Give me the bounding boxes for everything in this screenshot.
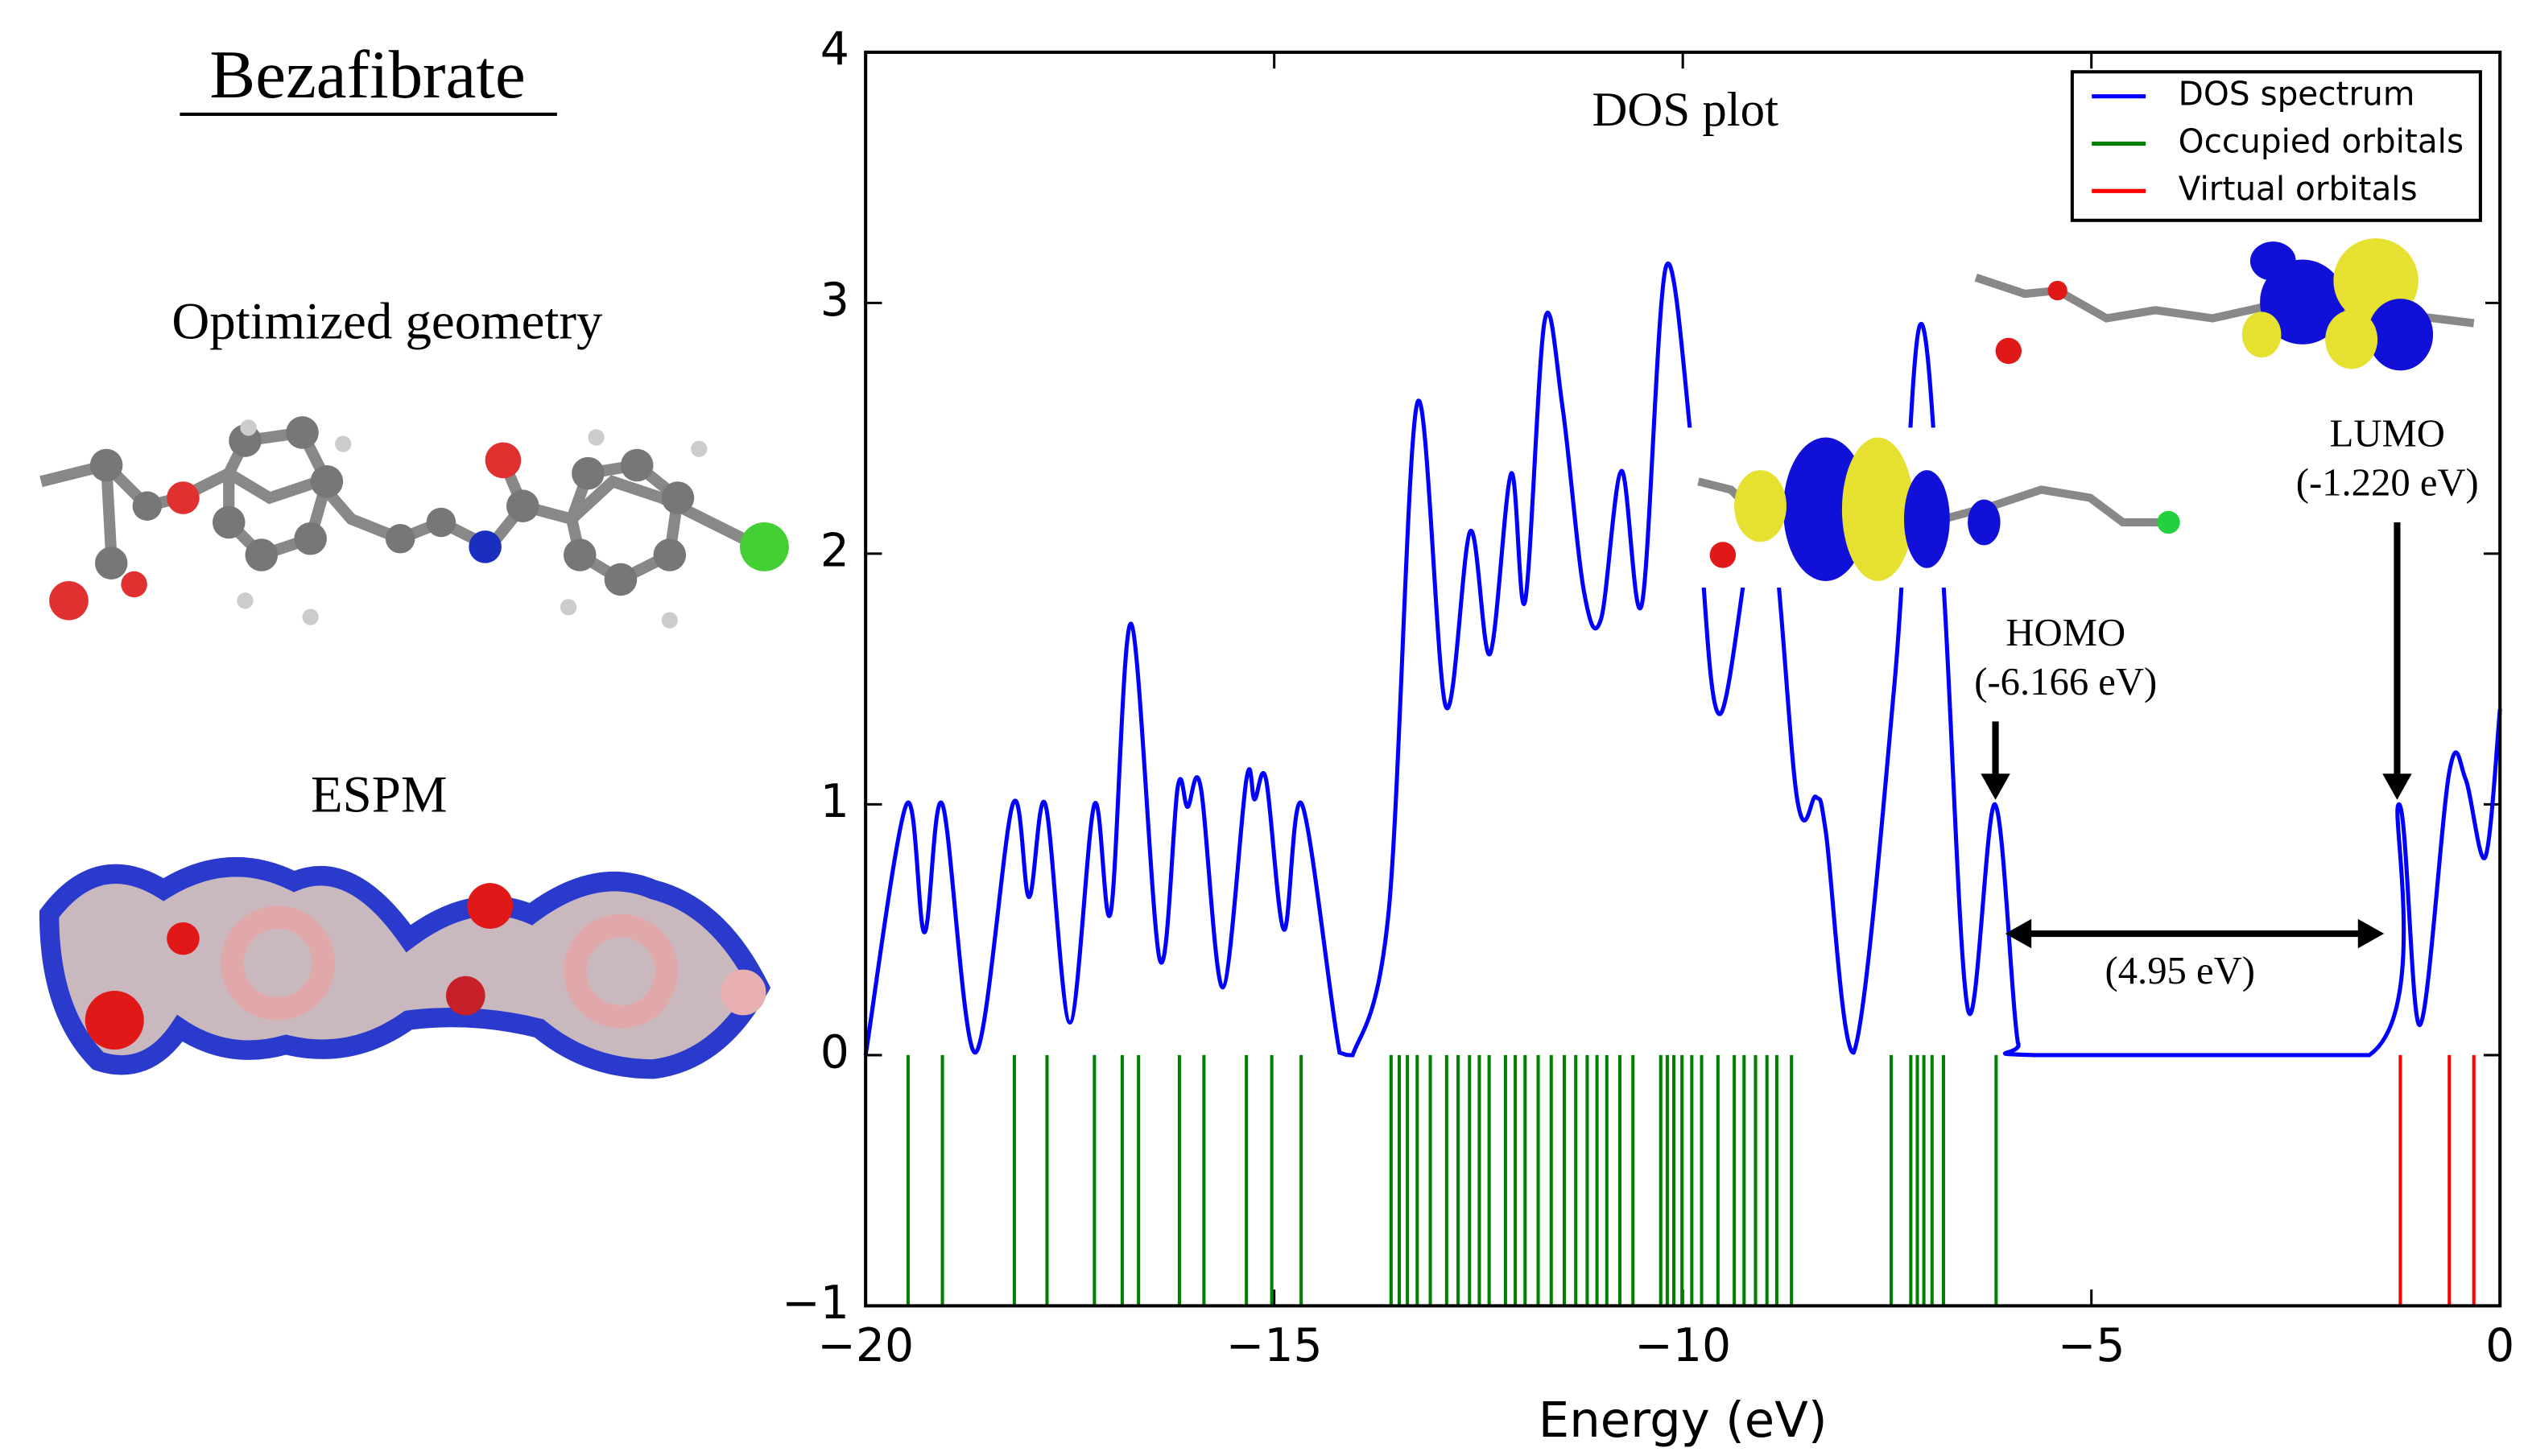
- x-tick-label: −5: [2058, 1319, 2125, 1372]
- gap-label: (4.95 eV): [2105, 949, 2254, 992]
- molecule-atoms: [49, 416, 789, 629]
- plot-frame: [864, 50, 2502, 1308]
- y-tick-label: 1: [820, 775, 849, 828]
- homo-orbital-image: [1674, 427, 2183, 588]
- y-tick-label: 2: [820, 525, 849, 578]
- espm-surface: [39, 856, 771, 1079]
- x-axis-label: Energy (eV): [1539, 1392, 1828, 1449]
- geometry-label: Optimized geometry: [171, 292, 603, 350]
- x-tick-label: −10: [1634, 1319, 1731, 1372]
- plot-label: DOS plot: [1592, 83, 1778, 137]
- y-tick-label: 0: [820, 1026, 849, 1079]
- arrows: [1981, 522, 2412, 949]
- espm-label: ESPM: [311, 766, 447, 824]
- homo-energy: (-6.166 eV): [1974, 660, 2157, 703]
- legend-label: Virtual orbitals: [2179, 169, 2418, 208]
- y-tick-label: 4: [820, 23, 849, 76]
- x-tick-label: −15: [1226, 1319, 1323, 1372]
- x-tick-label: 0: [2485, 1319, 2514, 1372]
- x-tick-label: −20: [817, 1319, 914, 1372]
- legend-label: Occupied orbitals: [2179, 122, 2464, 160]
- y-tick-label: 3: [820, 274, 849, 327]
- dos-curve: [863, 261, 2502, 1058]
- lumo-label: LUMO: [2330, 412, 2445, 456]
- legend-label: DOS spectrum: [2179, 75, 2415, 113]
- y-tick-label: −1: [782, 1277, 849, 1330]
- lumo-orbital-image: [1959, 225, 2485, 389]
- homo-label: HOMO: [2005, 611, 2125, 654]
- lumo-energy: (-1.220 eV): [2296, 461, 2479, 505]
- compound-title: Bezafibrate: [209, 37, 525, 113]
